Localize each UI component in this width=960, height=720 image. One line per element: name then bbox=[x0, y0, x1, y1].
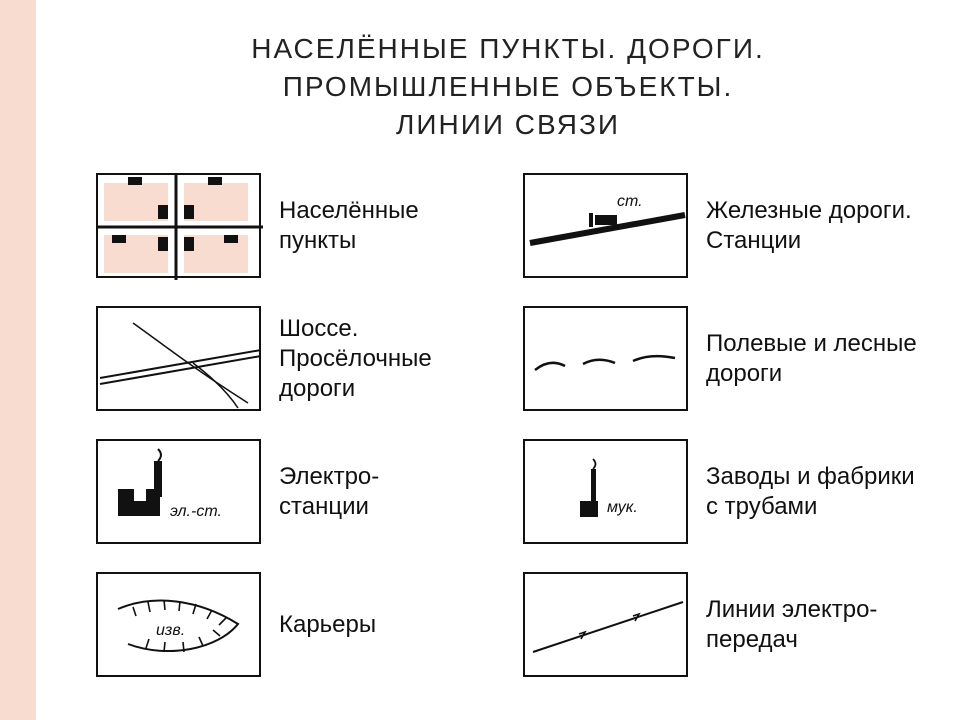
page-title: НАСЕЛЁННЫЕ ПУНКТЫ. ДОРОГИ. ПРОМЫШЛЕННЫЕ … bbox=[96, 30, 920, 143]
symbol-power-plants: эл.-ст. bbox=[96, 439, 261, 544]
highway-icon bbox=[98, 308, 263, 413]
legend-item-railways: ст. Железные дороги. Станции bbox=[523, 173, 920, 278]
label-field-roads: Полевые и лесные дороги bbox=[706, 329, 920, 389]
dashed-road-icon bbox=[525, 308, 690, 413]
factory-ann: мук. bbox=[607, 499, 638, 517]
symbol-settlements bbox=[96, 173, 261, 278]
label-factories: Заводы и фабрики с трубами bbox=[706, 462, 920, 522]
symbol-field-roads bbox=[523, 306, 688, 411]
power-plant-icon bbox=[98, 441, 263, 546]
symbol-factories: мук. bbox=[523, 439, 688, 544]
symbol-railways: ст. bbox=[523, 173, 688, 278]
legend-item-highways: Шоссе. Просёлочные дороги bbox=[96, 306, 493, 411]
legend-item-power-lines: Линии электро- передач bbox=[523, 572, 920, 677]
symbol-highways bbox=[96, 306, 261, 411]
legend-item-power-plants: эл.-ст. Электро- станции bbox=[96, 439, 493, 544]
label-power-plants: Электро- станции bbox=[279, 462, 379, 522]
title-line-2: ПРОМЫШЛЕННЫЕ ОБЪЕКТЫ. bbox=[96, 68, 920, 106]
legend-grid: Населённые пункты ст. Железные дороги. С… bbox=[96, 173, 920, 677]
legend-item-settlements: Населённые пункты bbox=[96, 173, 493, 278]
title-line-3: ЛИНИИ СВЯЗИ bbox=[96, 106, 920, 144]
symbol-quarries: изв. bbox=[96, 572, 261, 677]
legend-item-quarries: изв. Карьеры bbox=[96, 572, 493, 677]
label-highways: Шоссе. Просёлочные дороги bbox=[279, 314, 493, 404]
title-line-1: НАСЕЛЁННЫЕ ПУНКТЫ. ДОРОГИ. bbox=[96, 30, 920, 68]
label-quarries: Карьеры bbox=[279, 610, 376, 640]
power-line-icon bbox=[525, 574, 690, 679]
label-railways: Железные дороги. Станции bbox=[706, 196, 920, 256]
legend-item-field-roads: Полевые и лесные дороги bbox=[523, 306, 920, 411]
quarry-ann: изв. bbox=[156, 622, 185, 640]
settlements-icon bbox=[98, 175, 263, 280]
symbol-power-lines bbox=[523, 572, 688, 677]
label-settlements: Населённые пункты bbox=[279, 196, 493, 256]
factory-icon bbox=[525, 441, 690, 546]
legend-item-factories: мук. Заводы и фабрики с трубами bbox=[523, 439, 920, 544]
railway-icon bbox=[525, 175, 690, 280]
label-power-lines: Линии электро- передач bbox=[706, 595, 877, 655]
page: НАСЕЛЁННЫЕ ПУНКТЫ. ДОРОГИ. ПРОМЫШЛЕННЫЕ … bbox=[36, 0, 960, 720]
power-plant-ann: эл.-ст. bbox=[170, 503, 222, 521]
railway-ann: ст. bbox=[617, 193, 643, 211]
accent-strip bbox=[0, 0, 36, 720]
